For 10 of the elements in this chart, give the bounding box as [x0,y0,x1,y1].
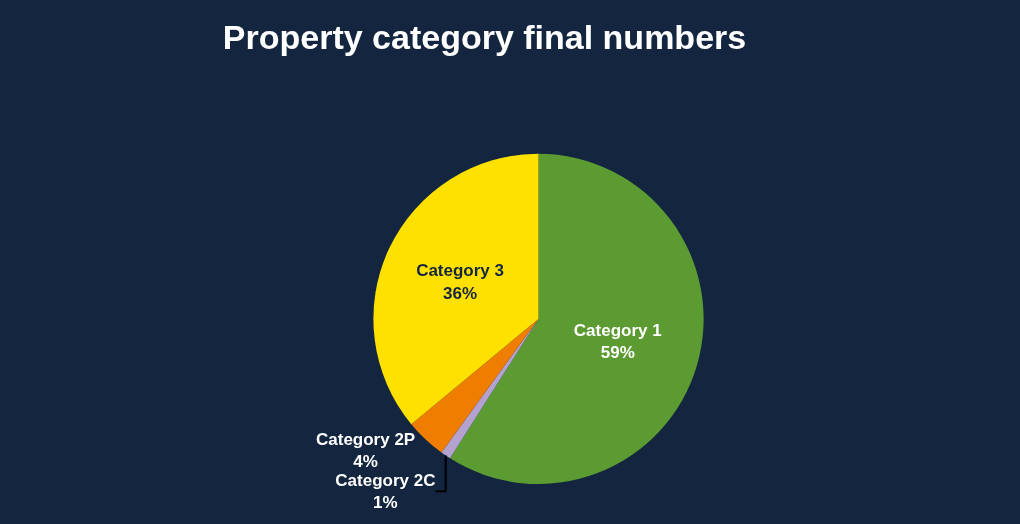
slice-label: Category 3 [416,261,504,281]
slice-label: Category 1 [573,321,662,341]
chart-title: Property category final numbers [222,17,747,56]
slice-label: Category 2P [315,429,416,449]
data-label: 59% [600,343,635,363]
slice-label: Category 2C [335,470,436,490]
data-label: 36% [443,283,478,303]
data-label: 4% [353,451,378,471]
data-label: 1% [373,492,398,512]
pie-slice [373,153,539,425]
